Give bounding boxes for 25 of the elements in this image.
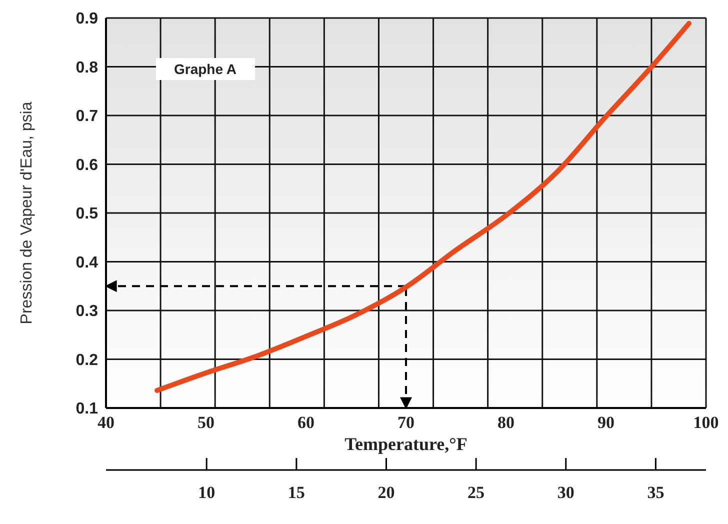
x2-tick-label: 35 [647,483,664,502]
x-tick-label: 40 [98,413,114,432]
x2-tick-label: 30 [557,483,574,502]
y-tick-label: 0.7 [76,108,98,126]
y-tick-label: 0.3 [76,303,98,320]
x2-tick-label: 10 [198,483,216,502]
x2-tick-label: 20 [378,483,395,502]
y-tick-label: 0.5 [76,206,98,223]
x2-tick-label: 15 [288,483,305,502]
annotation: Graphe A [156,58,254,80]
x-tick-label: 60 [298,413,314,432]
y-tick-label: 0.1 [76,400,98,418]
x2-tick-label: 25 [468,483,485,502]
x-tick-label: 80 [498,413,514,432]
x-tick-label: 70 [398,413,414,432]
y-axis-title: Pression de Vapeur d'Eau, psia [18,102,36,324]
x-axis-title: Temperature,°F [344,434,468,454]
x-tick-label: 90 [598,413,614,432]
x-tick-label: 100 [693,413,719,432]
y-tick-label: 0.2 [76,352,98,369]
y-tick-label: 0.9 [76,10,98,28]
y-tick-label: 0.4 [76,254,98,272]
x-tick-label: 50 [198,413,214,432]
y-tick-label: 0.8 [76,59,98,76]
y-tick-label: 0.6 [76,156,98,174]
